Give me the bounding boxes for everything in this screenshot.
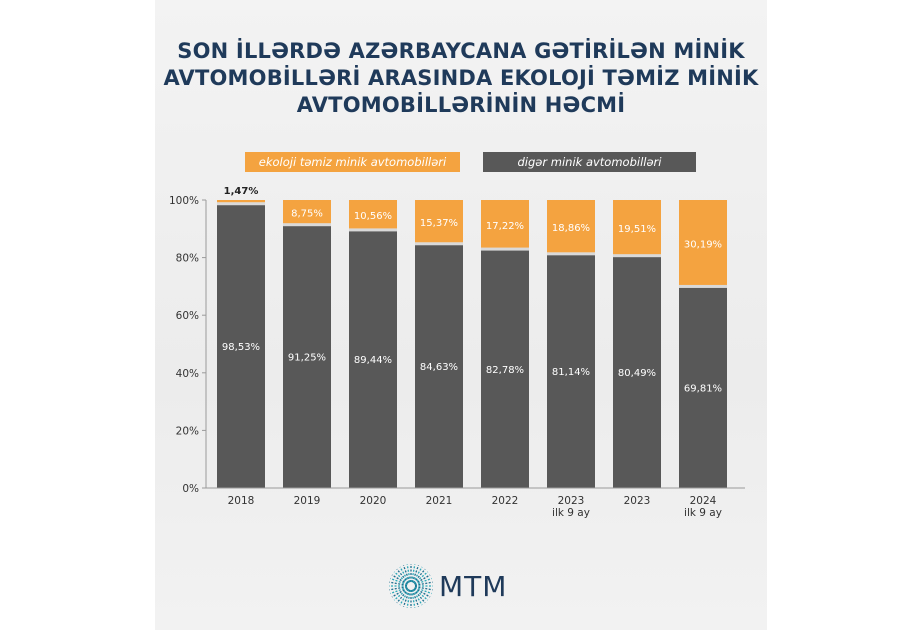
stacked-bar-chart: 0% 20% 40% 60% 80% 100% 98,53% 1,47% 2018 91,25% 8… [169,186,745,519]
x-tick-label: 2019 [294,495,321,507]
data-label-other: 89,44% [354,355,392,366]
bar-seam [613,254,661,258]
bar-other [283,225,331,488]
data-label-eco: 1,47% [224,186,259,197]
radial-lines-logo-icon [389,564,433,608]
infographic-card: SON İLLƏRDƏ AZƏRBAYCANA GƏTİRİLƏN MİNİK … [155,0,767,630]
bar-seam [415,242,463,246]
mtm-logo: MTM [387,562,506,610]
bar-seam [217,202,265,206]
data-label-eco: 18,86% [552,223,590,234]
bar-other [217,204,265,489]
data-label-other: 84,63% [420,362,458,373]
data-label-other: 81,14% [552,367,590,378]
y-tick-label: 80% [176,253,199,265]
x-tick-label: 2021 [426,495,453,507]
bar-eco [283,200,331,224]
y-tick-label: 0% [182,483,199,495]
x-tick-label: 2023 [624,495,651,507]
bar-eco [481,200,529,248]
chart-title: SON İLLƏRDƏ AZƏRBAYCANA GƏTİRİLƏN MİNİK … [155,38,767,119]
data-label-eco: 17,22% [486,221,524,232]
data-label-other: 69,81% [684,383,722,394]
logo-text: MTM [439,570,508,603]
y-tick-label: 60% [176,310,199,322]
bar-eco [217,200,265,203]
bar-other [613,256,661,488]
x-tick-label: 2024 [690,495,717,507]
x-tick-label: ilk 9 ay [684,507,722,519]
bar-other [679,286,727,488]
bar-other [349,230,397,489]
bar-other [547,254,595,488]
bar-other [481,249,529,488]
x-tick-label: 2018 [228,495,255,507]
data-label-other: 91,25% [288,353,326,364]
title-line-2: AVTOMOBİLLƏRİ ARASINDA EKOLOJİ TƏMİZ MİN… [163,66,759,90]
x-tick-label: 2020 [360,495,387,507]
data-label-other: 80,49% [618,368,656,379]
data-label-other: 98,53% [222,342,260,353]
bar-seam [547,252,595,256]
bar-seam [679,284,727,288]
bar-eco [349,200,397,229]
title-line-3: AVTOMOBİLLƏRİNİN HƏCMİ [296,93,626,117]
bar-eco [679,200,727,285]
data-label-eco: 19,51% [618,224,656,235]
bar-seam [349,228,397,232]
x-tick-label: ilk 9 ay [552,507,590,519]
bar-other [415,244,463,488]
legend-other: digər minik avtomobilləri [483,152,696,172]
bar-eco [415,200,463,243]
data-label-eco: 15,37% [420,218,458,229]
legend-eco: ekoloji təmiz minik avtomobilləri [245,152,460,172]
data-label-eco: 10,56% [354,211,392,222]
title-line-1: SON İLLƏRDƏ AZƏRBAYCANA GƏTİRİLƏN MİNİK [177,39,745,63]
y-tick-label: 100% [169,195,199,207]
bar-eco [547,200,595,253]
data-label-eco: 30,19% [684,239,722,250]
data-label-other: 82,78% [486,365,524,376]
x-tick-label: 2022 [492,495,519,507]
y-tick-label: 40% [176,368,199,380]
bar-seam [283,223,331,227]
bar-eco [613,200,661,255]
y-tick-label: 20% [176,425,199,437]
bar-seam [481,247,529,251]
data-label-eco: 8,75% [291,209,323,220]
x-tick-label: 2023 [558,495,585,507]
